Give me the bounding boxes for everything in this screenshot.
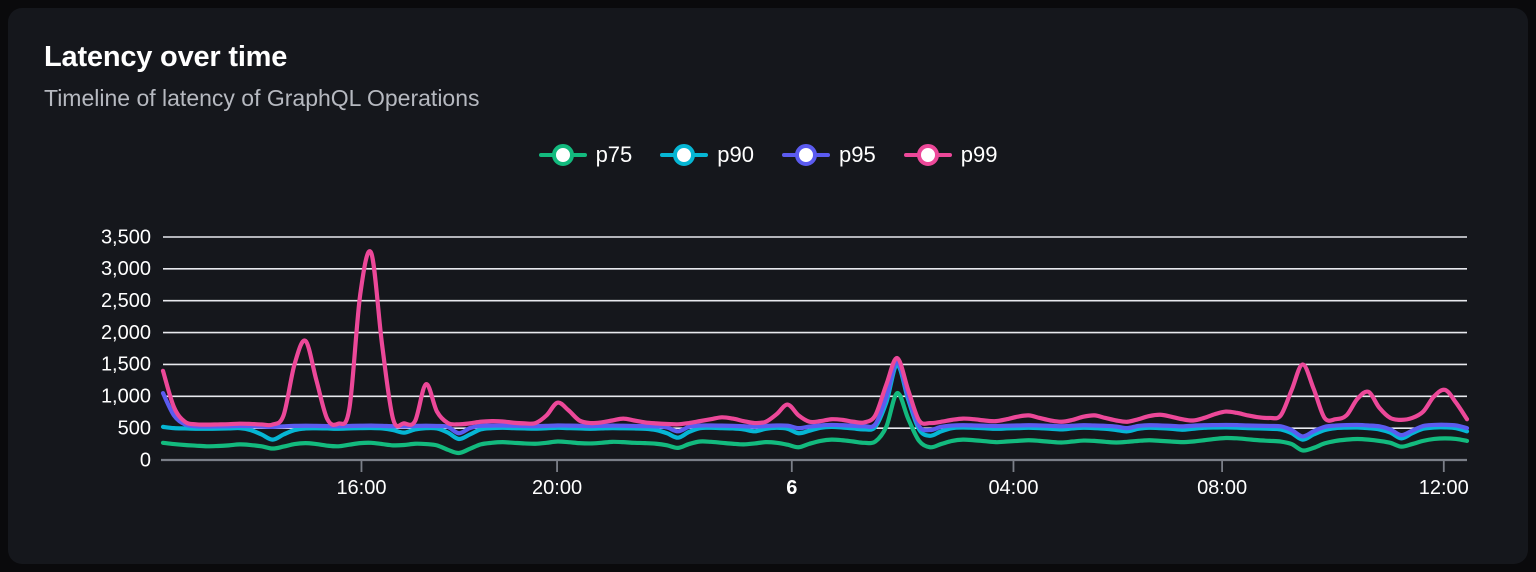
line-chart-svg: 0 500 1,000 1,500 2,000 2,500 3,000 3,500 16:00 2… <box>101 226 1470 499</box>
series-line-p75 <box>160 391 1470 456</box>
legend-item-p95[interactable]: p95 <box>782 144 876 166</box>
series-line-p99 <box>160 249 1470 429</box>
legend-marker-icon-p95 <box>782 144 830 166</box>
x-axis-tick-label: 16:00 <box>336 477 386 499</box>
x-axis-tick-label: 04:00 <box>988 477 1038 499</box>
legend-label: p90 <box>717 142 754 167</box>
x-axis-tick-label: 6 <box>786 477 797 499</box>
y-axis-tick-label: 2,500 <box>101 290 151 312</box>
legend-dot-swatch <box>673 144 696 166</box>
series-line-p95 <box>160 359 1470 439</box>
chart-card: Latency over time Timeline of latency of… <box>8 8 1528 564</box>
chart-subtitle: Timeline of latency of GraphQL Operation… <box>44 84 480 111</box>
page-title: Latency over time <box>44 41 288 73</box>
y-axis-tick-label: 3,500 <box>101 226 151 248</box>
x-axis-tick-label: 20:00 <box>532 477 582 499</box>
chart-plot-area: 0 500 1,000 1,500 2,000 2,500 3,000 3,500 16:00 2… <box>8 8 1528 564</box>
legend-item-p90[interactable]: p90 <box>660 144 754 166</box>
legend-dot-swatch <box>916 144 939 166</box>
series-line-p90 <box>160 362 1470 442</box>
y-axis-tick-label: 500 <box>118 417 151 439</box>
legend-label: p75 <box>595 142 633 167</box>
legend-item-p75[interactable]: p75 <box>538 142 633 167</box>
y-axis-tick-label: 0 <box>140 449 151 471</box>
x-axis-tick-label: 12:00 <box>1419 477 1469 499</box>
legend-marker-icon-p99 <box>903 144 952 166</box>
y-axis-tick-label: 1,000 <box>101 386 151 408</box>
y-axis-tick-label: 1,500 <box>101 354 151 376</box>
legend-dot-swatch <box>551 144 574 166</box>
y-axis-tick-label: 2,000 <box>101 322 151 344</box>
legend-label: p99 <box>960 142 998 167</box>
x-axis-tick-label: 08:00 <box>1197 477 1247 499</box>
legend-item-p99[interactable]: p99 <box>903 142 998 167</box>
chart-legend: p75 p90 p95 p99 <box>8 144 1528 166</box>
legend-label: p95 <box>839 142 876 167</box>
legend-dot-swatch <box>795 144 817 166</box>
chart-header: Latency over time Timeline of latency of… <box>8 8 1528 111</box>
y-axis-tick-label: 3,000 <box>101 258 151 280</box>
legend-marker-icon-p90 <box>660 144 709 166</box>
legend-marker-icon-p75 <box>538 144 587 166</box>
